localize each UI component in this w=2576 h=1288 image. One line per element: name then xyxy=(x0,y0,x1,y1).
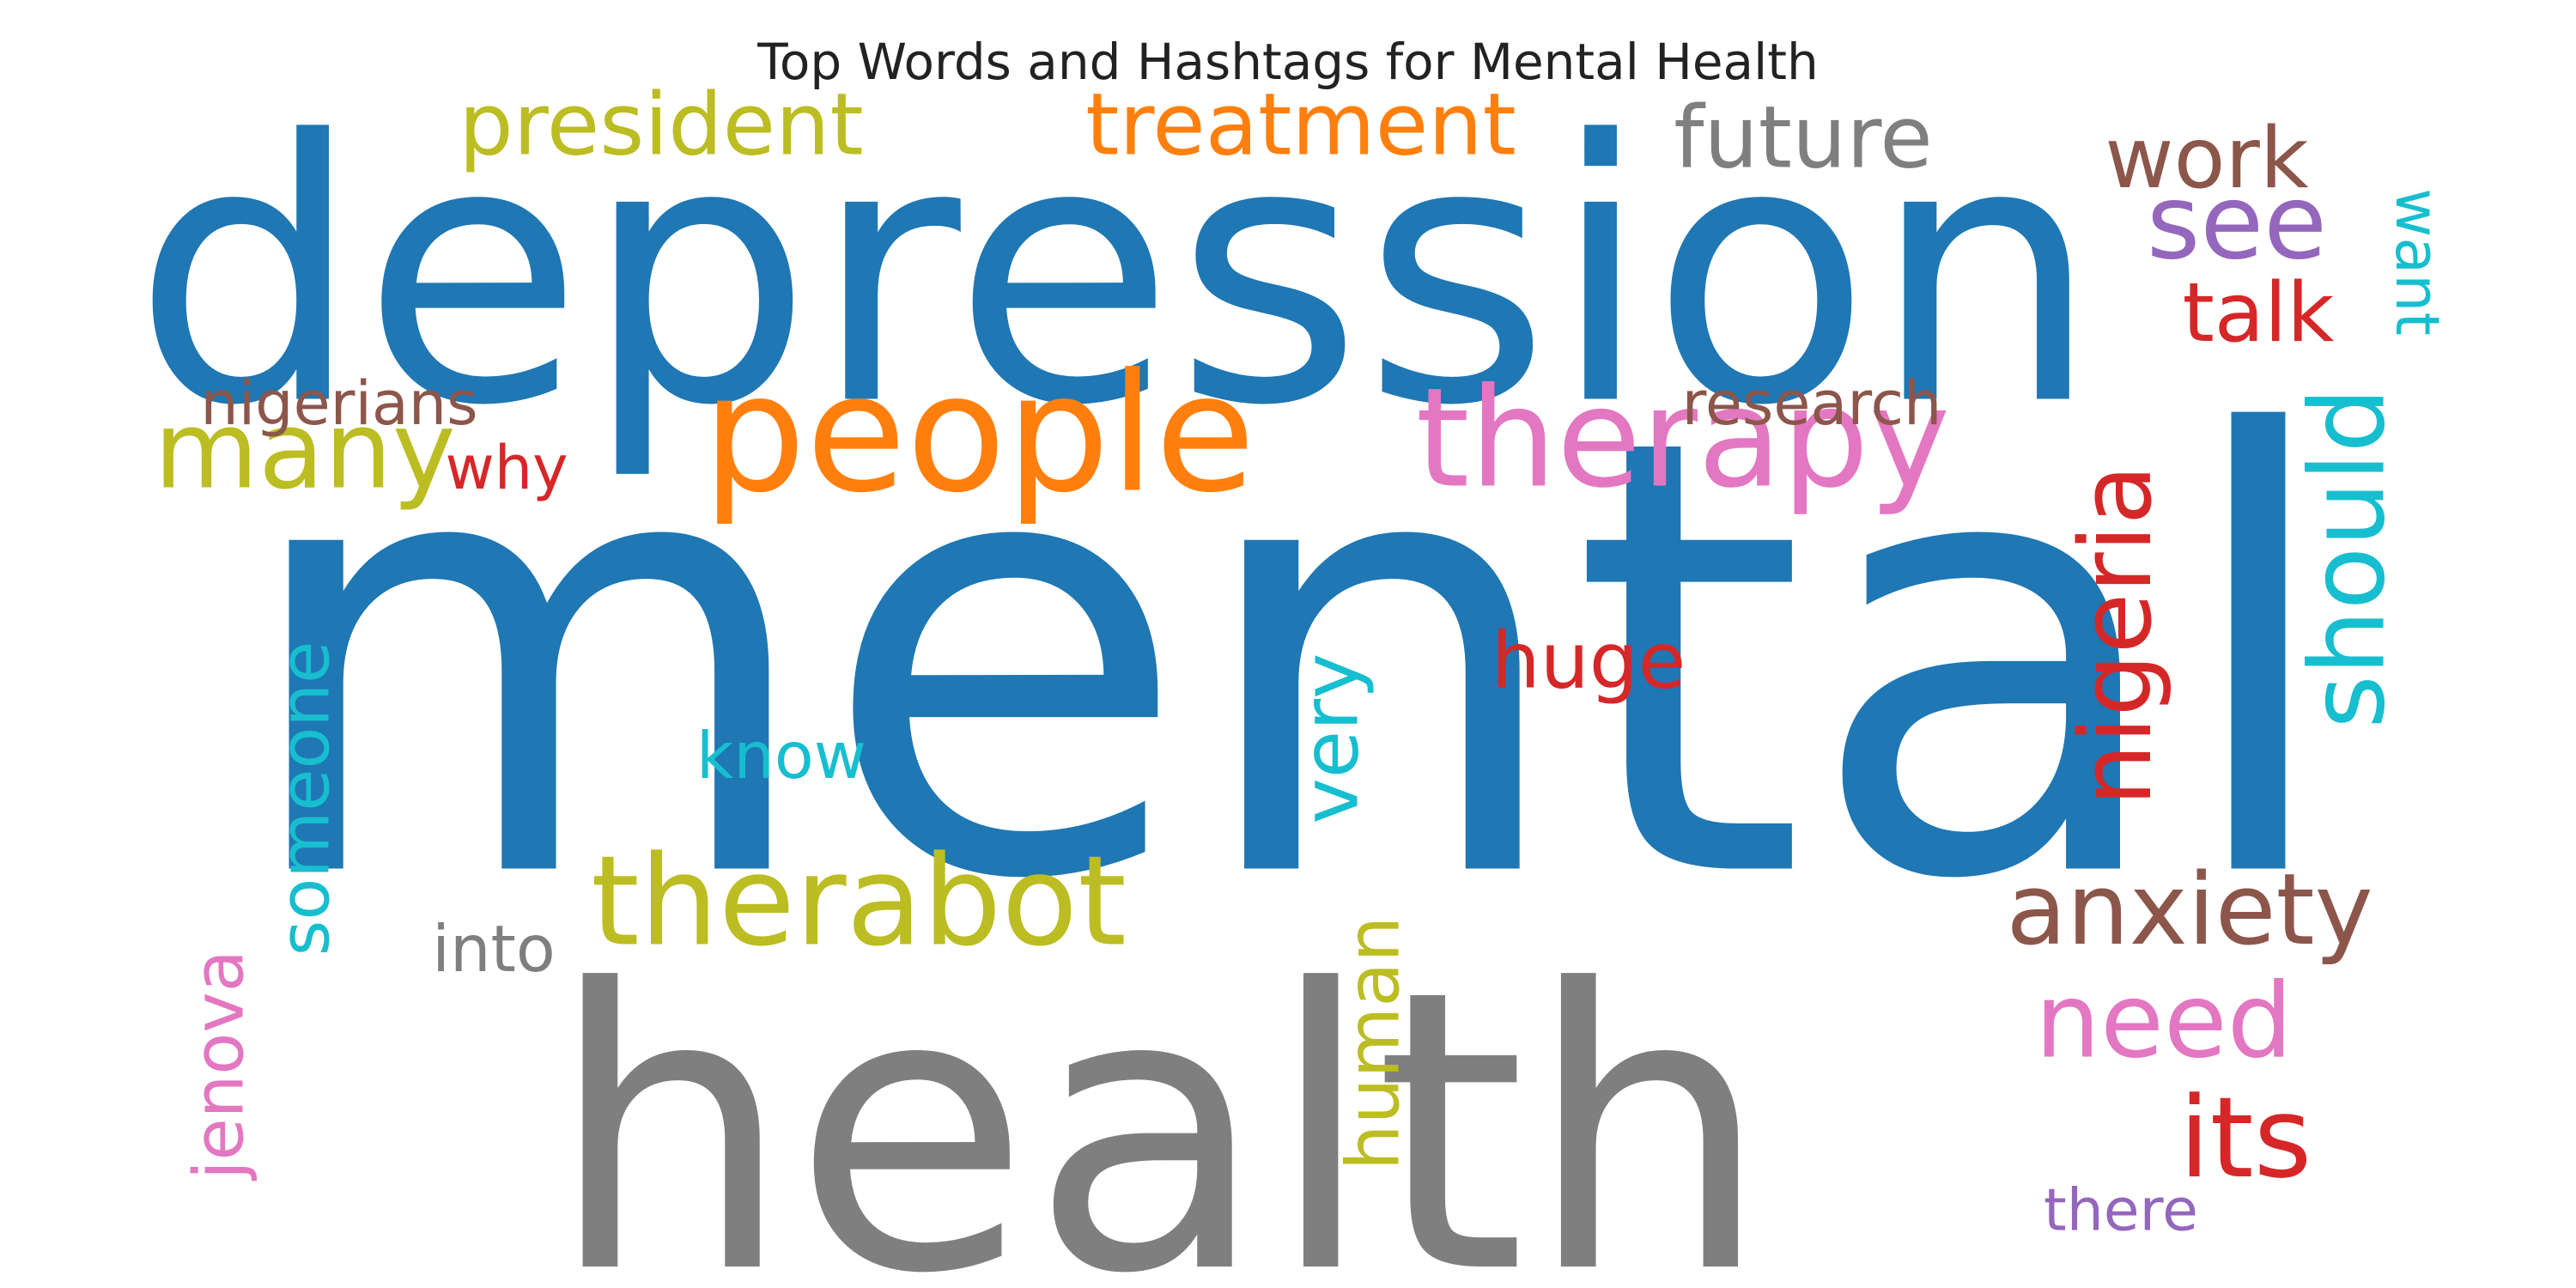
word-nigerians: nigerians xyxy=(200,368,477,439)
word-anxiety: anxiety xyxy=(2006,853,2372,968)
word-treatment: treatment xyxy=(1085,75,1516,175)
word-depression: depression xyxy=(133,65,2100,485)
word-know: know xyxy=(696,718,866,793)
word-therabot: therabot xyxy=(591,829,1127,975)
word-many: many xyxy=(154,389,456,513)
word-jenova: jenova xyxy=(179,950,259,1181)
word-health: health xyxy=(548,908,1771,1288)
word-bullet: • xyxy=(1574,106,1619,196)
word-human: human xyxy=(1332,916,1417,1171)
word-see: see xyxy=(2147,164,2327,283)
word-work: work xyxy=(2105,110,2308,208)
word-talk: talk xyxy=(2183,266,2335,361)
word-want: want xyxy=(2382,188,2452,336)
chart-title: Top Words and Hashtags for Mental Health xyxy=(757,33,1819,91)
word-future: future xyxy=(1674,88,1933,188)
word-therapy: therapy xyxy=(1416,358,1951,519)
word-its: its xyxy=(2179,1072,2312,1203)
word-someone: someone xyxy=(265,641,345,957)
word-nigeria: nigeria xyxy=(2059,465,2174,806)
word-there: there xyxy=(2044,1177,2198,1245)
word-should: should xyxy=(2289,387,2409,729)
word-why: why xyxy=(445,433,568,503)
word-mental: mental xyxy=(234,312,2342,1012)
word-very: very xyxy=(1286,653,1376,824)
word-need: need xyxy=(2035,963,2293,1082)
word-huge: huge xyxy=(1492,617,1686,707)
word-people: people xyxy=(702,339,1255,529)
word-research: research xyxy=(1682,368,1942,439)
word-into: into xyxy=(432,911,556,987)
word-president: president xyxy=(459,75,863,175)
